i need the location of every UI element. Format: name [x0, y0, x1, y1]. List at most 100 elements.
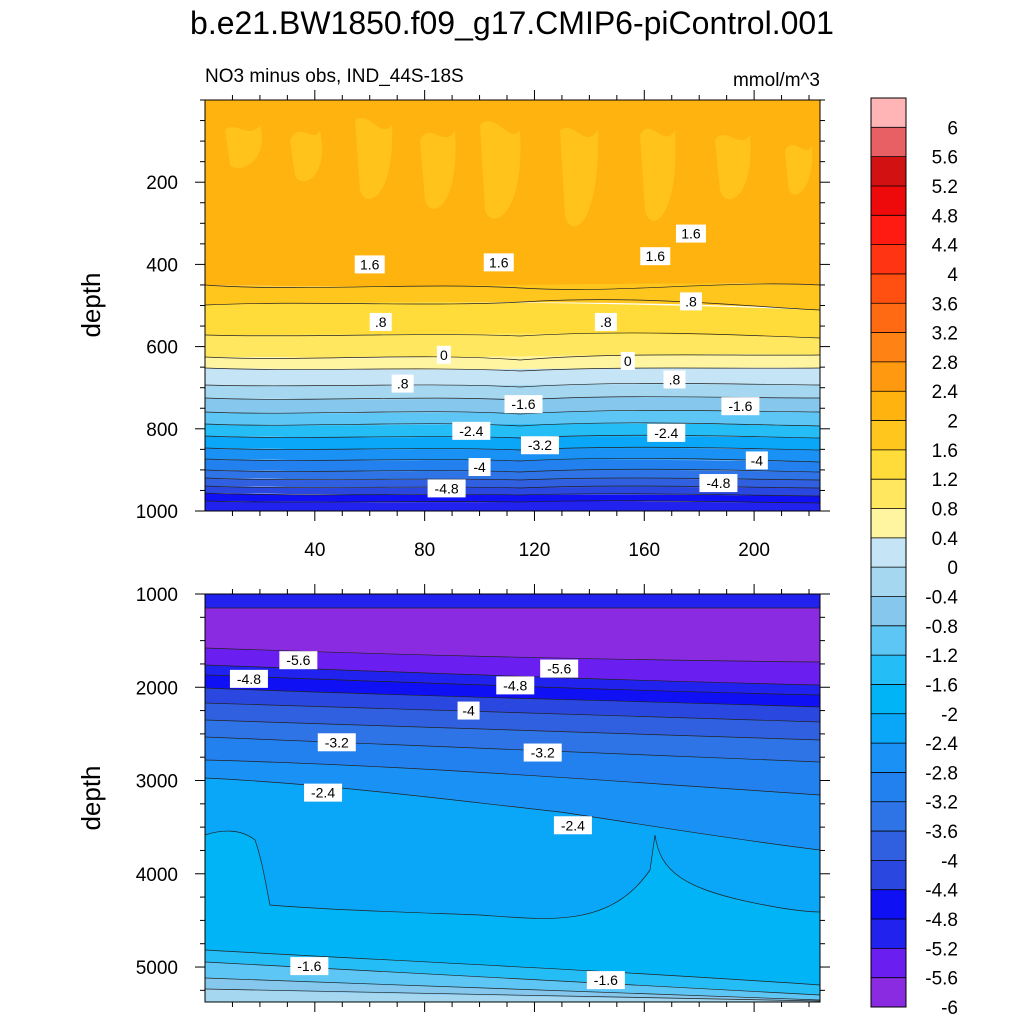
contour-label-text: -2.4 — [654, 425, 678, 441]
contour-label-bg — [496, 676, 535, 695]
contour-label-bg — [540, 659, 579, 678]
upper-band-0 — [205, 354, 820, 370]
contour-label: 1.6 — [675, 224, 706, 243]
colorbar-label: 0 — [947, 558, 958, 579]
upper-field — [204, 100, 821, 511]
contour-label: 1.6 — [483, 253, 514, 272]
contour-label-bg — [721, 397, 760, 416]
contour-label-bg — [457, 701, 480, 720]
contour-line — [204, 434, 821, 439]
figure-title: b.e21.BW1850.f09_g17.CMIP6-piControl.001 — [190, 5, 834, 41]
contour-label-bg — [483, 253, 514, 272]
contour-line — [204, 702, 821, 723]
contour-label-text: 1.6 — [360, 256, 380, 272]
contour-label-bg — [452, 421, 491, 440]
colorbar-swatch — [871, 332, 906, 363]
contour-label: -2.4 — [553, 816, 592, 835]
contour-line — [204, 457, 821, 463]
lower-field — [204, 594, 821, 1002]
contour-line — [204, 367, 821, 372]
colorbar-label: -0.4 — [925, 587, 958, 608]
upper-band-m4.8 — [205, 493, 820, 503]
colorbar-label: 4.4 — [932, 236, 959, 257]
lower-frame — [204, 593, 821, 1003]
y-tick-label: 5000 — [136, 958, 178, 979]
contour-label: -4 — [745, 451, 768, 470]
y-tick-label: 800 — [146, 420, 178, 441]
upper-y-axis: 200 400 600 800 1000 — [136, 99, 830, 523]
colorbar-swatch — [871, 449, 906, 480]
texture-patch — [290, 130, 323, 182]
contour-line — [204, 354, 821, 361]
contour-label-text: -3.2 — [531, 745, 555, 761]
colorbar-label: -3.2 — [925, 793, 958, 814]
texture-patch — [225, 125, 263, 169]
colorbar-swatch — [871, 244, 906, 275]
contour-line — [204, 647, 821, 663]
colorbar-swatch — [871, 391, 906, 421]
contour-label: .8 — [369, 312, 392, 331]
contour-label-text: 0 — [624, 353, 632, 369]
contour-line — [204, 949, 821, 986]
colorbar-label: 5.2 — [932, 177, 958, 198]
contour-label: -3.2 — [520, 436, 559, 455]
contour-label-bg — [594, 312, 617, 331]
contour-label-bg — [229, 669, 268, 688]
texture-patch — [715, 135, 751, 200]
colorbar-swatch — [871, 127, 906, 157]
x-tick-label: 80 — [414, 540, 435, 561]
colorbar-label: 2 — [947, 412, 958, 433]
contour-label: -2.4 — [452, 421, 491, 440]
upper-band-m4.4 — [205, 486, 820, 496]
y-tick-label: 3000 — [136, 772, 178, 793]
colorbar-label: -5.2 — [925, 939, 958, 960]
contour-label-bg — [523, 743, 562, 762]
colorbar-swatch — [871, 567, 906, 597]
contour-label-text: .8 — [397, 376, 409, 392]
colorbar-swatch — [871, 831, 906, 861]
contour-label: -1.6 — [586, 971, 625, 990]
contour-label: -4.8 — [496, 676, 535, 695]
contour-label-text: -4 — [462, 703, 475, 719]
contour-label: -3.2 — [317, 733, 356, 752]
colorbar-swatch — [871, 889, 906, 920]
contour-label-bg — [679, 292, 702, 311]
colorbar-label: 4.8 — [932, 206, 958, 227]
texture-patch — [420, 130, 456, 209]
contour-label-bg — [520, 436, 559, 455]
contour-label: 1.6 — [640, 247, 671, 266]
lower-contour-labels: -5.6 -5.6 -4.8 -4.8 -4 -3.2 -3.2 -2.4 -2.4 -1.6 -1… — [229, 651, 625, 990]
x-tick-label: 40 — [304, 540, 325, 561]
upper-texture — [225, 117, 813, 227]
colorbar-swatch — [871, 919, 906, 949]
y-tick-label: 200 — [146, 173, 178, 194]
upper-y-label: depth — [76, 272, 106, 337]
y-tick-label: 2000 — [136, 678, 178, 699]
contour-label-bg — [354, 255, 385, 274]
contour-label-text: -4.8 — [706, 475, 730, 491]
upper-band-m3.6 — [205, 470, 820, 480]
units-label: mmol/m^3 — [733, 70, 820, 91]
contour-label: -2.4 — [304, 783, 343, 802]
contour-line — [204, 830, 821, 919]
colorbar-swatch — [871, 303, 906, 333]
y-tick-label: 1000 — [136, 502, 178, 523]
contour-label: -4.8 — [229, 669, 268, 688]
contour-label-text: 1.6 — [489, 254, 509, 270]
contour-label-text: -1.6 — [728, 398, 752, 414]
contour-label: -3.2 — [523, 743, 562, 762]
contour-label-text: -1.6 — [297, 958, 321, 974]
colorbar-label: -4.8 — [925, 910, 958, 931]
contour-label-text: -4 — [473, 459, 486, 475]
contour-label-text: .8 — [685, 293, 697, 309]
colorbar-swatch — [871, 713, 906, 744]
colorbar-swatch — [871, 420, 906, 451]
colorbar-swatch — [871, 625, 906, 656]
contour-line — [204, 383, 821, 388]
contour-label-text: -3.2 — [325, 734, 349, 750]
upper-x-axis: 40 80 120 160 200 — [231, 90, 810, 561]
contour-label: .8 — [679, 292, 702, 311]
contour-label: -4 — [457, 701, 480, 720]
upper-band-m3.2 — [205, 459, 820, 472]
contour-label: .8 — [391, 374, 414, 393]
